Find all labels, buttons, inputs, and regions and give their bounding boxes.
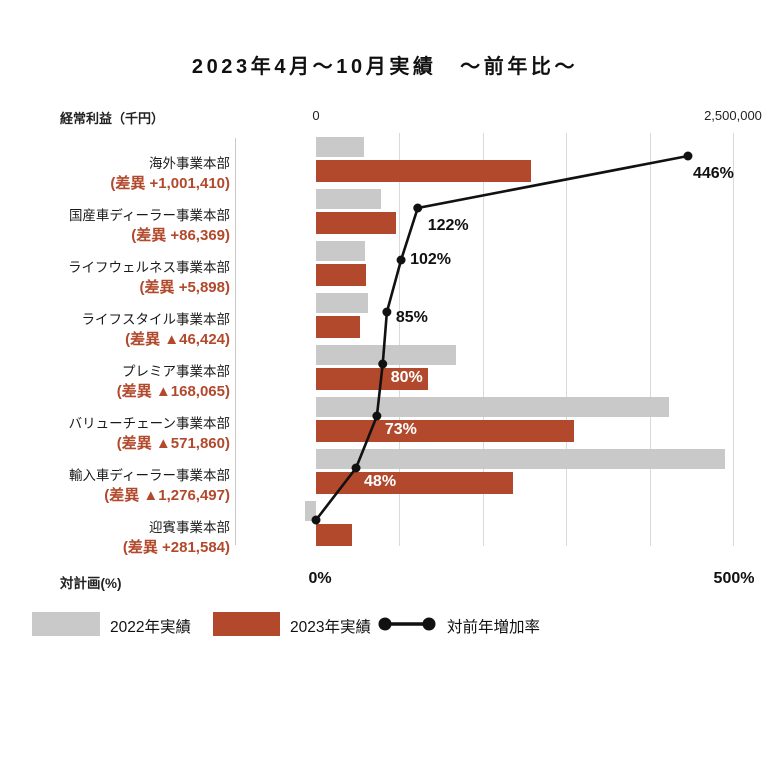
rate-point [413,203,423,213]
bar-2022 [316,397,670,417]
plot-area: 446% 122% 102% 85% 80% 73% 48% [305,130,734,546]
category-separator-line [235,138,236,545]
value-tick-max: 2,500,000 [704,108,762,123]
category-label: 海外事業本部 [149,156,230,171]
category-diff-label: (差異 ▲168,065) [116,383,230,400]
chart-title: 2023年4月～10月実績 ～前年比～ [191,56,579,78]
value-axis-label: 経常利益（千円） [60,111,165,126]
bar-2022 [316,189,382,209]
category-label: 輸入車ディーラー事業本部 [68,468,230,483]
legend-swatch-2023 [213,612,280,636]
rate-point-label: 446% [692,165,734,182]
bar-2023 [316,212,396,234]
bar-2023 [316,524,352,546]
category-label: バリューチェーン事業本部 [68,416,230,431]
category-diff-label: (差異 ▲46,424) [125,331,230,348]
bar-2023 [316,368,429,390]
gridline [733,133,734,546]
category-label: ライフスタイル事業本部 [81,312,231,327]
pct-tick-max: 500% [713,570,755,587]
pct-axis-label: 対計画(%) [60,576,122,591]
rate-point-label: 80% [390,369,423,386]
category-diff-label: (差異 +1,001,410) [110,175,230,192]
bar-2022 [316,137,365,157]
rate-point [372,411,382,421]
rate-point-label: 48% [364,473,397,490]
bar-2023 [316,316,360,338]
gridline [482,133,484,546]
rate-point [378,359,388,369]
rate-point-label: 85% [395,309,428,326]
bar-2022 [305,501,316,521]
bar-2022 [316,449,726,469]
rate-point-label: 102% [410,251,451,268]
category-label: プレミア事業本部 [122,364,230,379]
gridline [399,133,401,546]
legend-label-2023: 2023年実績 [290,619,371,636]
category-label: 迎賓事業本部 [149,520,230,535]
legend-label-rate: 対前年増加率 [447,619,541,636]
bar-2022 [316,293,368,313]
bar-2023 [316,264,367,286]
rate-point-label: 122% [427,217,469,234]
category-diff-label: (差異 +281,584) [122,539,230,556]
gridline [566,133,568,546]
category-diff-label: (差異 ▲571,860) [116,435,230,452]
category-label: ライフウェルネス事業本部 [68,260,230,275]
rate-line-chart [311,151,693,525]
category-label-column: 海外事業本部 (差異 +1,001,410) 国産車ディーラー事業本部 (差異 +86… [0,130,231,556]
category-diff-label: (差異 ▲1,276,497) [104,487,230,504]
rate-point [683,151,693,161]
rate-point [311,515,321,525]
rate-point-label: 73% [384,421,417,438]
category-diff-label: (差異 +86,369) [131,227,230,244]
rate-point [351,463,361,473]
bar-2022 [316,345,457,365]
gridline [649,133,651,546]
legend-line-glyph [378,617,436,631]
rate-point [382,307,392,317]
category-diff-label: (差異 +5,898) [139,279,230,296]
value-tick-min: 0 [312,108,320,123]
bar-2023 [316,160,532,182]
rate-point [396,255,406,265]
bar-2022 [316,241,366,261]
legend: 2022年実績 2023年実績 対前年増加率 [32,612,752,638]
category-label: 国産車ディーラー事業本部 [68,208,230,223]
bar-2023 [316,472,513,494]
rate-line [314,154,689,521]
legend-swatch-2022 [32,612,100,636]
legend-label-2022: 2022年実績 [110,619,191,636]
pct-tick-min: 0% [308,570,332,587]
bar-2023 [316,420,574,442]
